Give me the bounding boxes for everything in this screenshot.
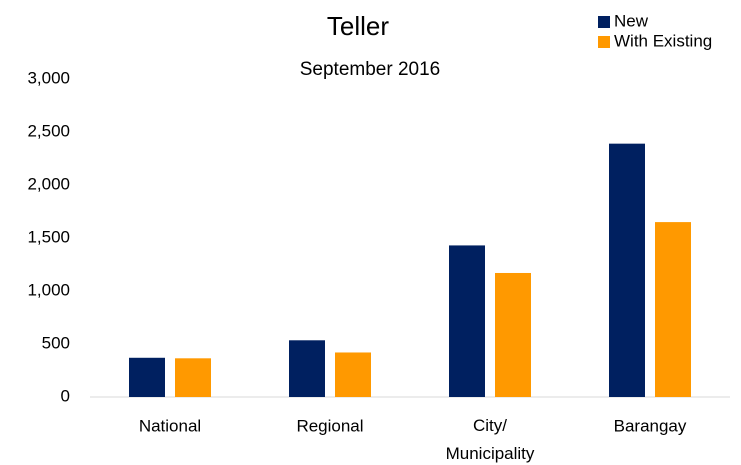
legend-swatch: [598, 16, 610, 28]
legend-label: With Existing: [614, 31, 712, 50]
y-tick-label: 1,500: [27, 227, 70, 246]
x-tick-label: Barangay: [614, 416, 687, 435]
bar: [449, 245, 485, 397]
bar: [655, 222, 691, 397]
y-tick-label: 500: [42, 333, 70, 352]
y-tick-label: 3,000: [27, 68, 70, 87]
bar: [495, 272, 531, 397]
x-tick-label: Regional: [296, 416, 363, 435]
bar: [129, 357, 165, 397]
x-tick-label: National: [139, 416, 201, 435]
chart-title: Teller: [327, 11, 389, 41]
bar: [289, 340, 325, 397]
y-tick-label: 2,500: [27, 121, 70, 140]
bar: [335, 352, 371, 397]
legend-swatch: [598, 36, 610, 48]
legend-label: New: [614, 11, 649, 30]
y-tick-label: 0: [61, 386, 70, 405]
x-tick-label: City/Municipality: [446, 416, 535, 463]
chart-subtitle: September 2016: [300, 59, 441, 80]
y-tick-label: 2,000: [27, 174, 70, 193]
y-tick-label: 1,000: [27, 280, 70, 299]
bar: [175, 358, 211, 397]
bar: [609, 143, 645, 397]
